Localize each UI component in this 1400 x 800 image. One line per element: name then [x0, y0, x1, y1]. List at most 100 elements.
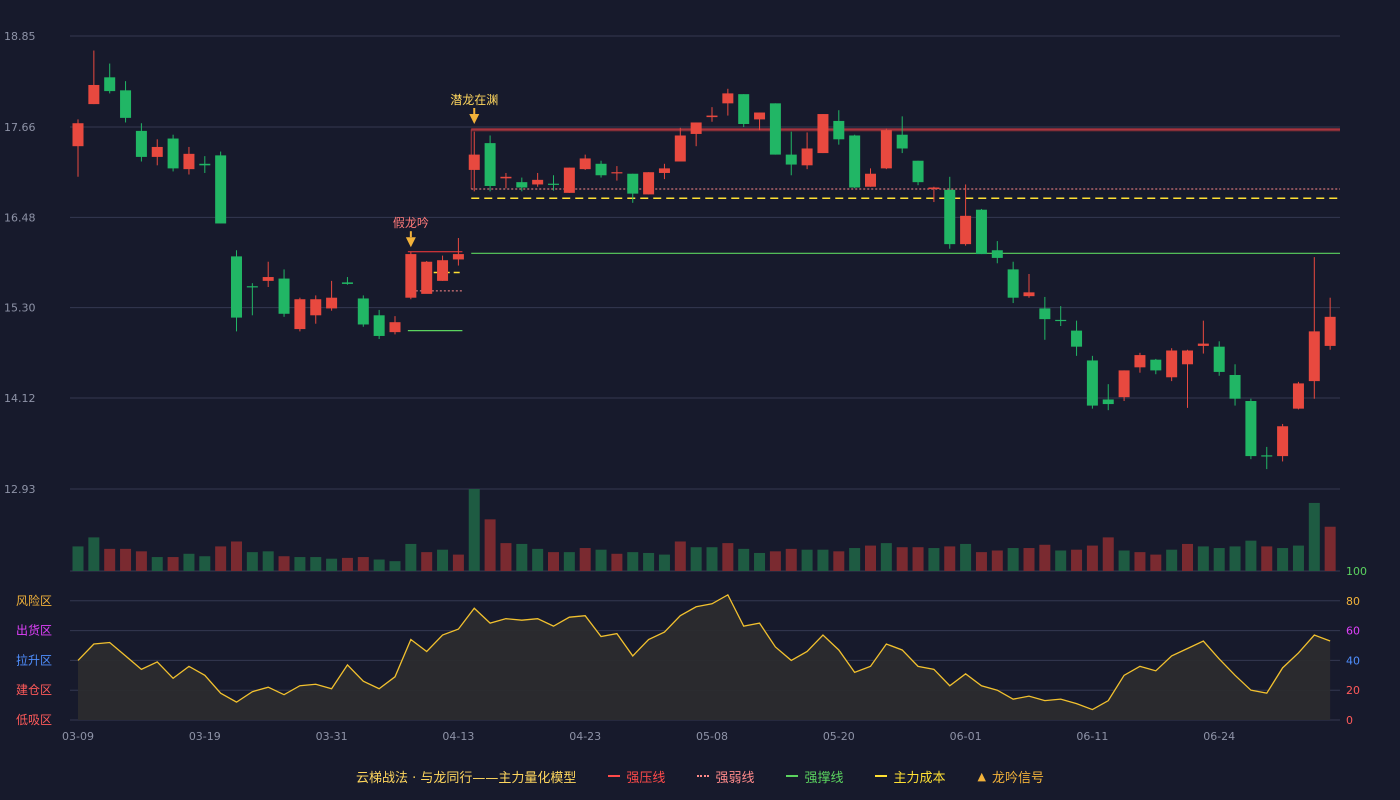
volume-bar [880, 543, 892, 571]
candle-body [500, 176, 512, 179]
volume-bar [754, 552, 766, 571]
volume-bar [627, 552, 639, 571]
volume-bar [865, 545, 876, 571]
candle-body [643, 172, 655, 195]
candle-body [1086, 360, 1098, 406]
candle-body [1261, 455, 1273, 457]
volume-bar [912, 547, 924, 571]
volume-bar [563, 552, 575, 571]
volume-bar [357, 557, 369, 571]
strong-pressure-swatch [608, 775, 621, 777]
volume-bar [1292, 545, 1304, 571]
candle-body [674, 135, 686, 162]
volume-bar [690, 547, 702, 571]
y-tick-label: 16.48 [4, 211, 36, 224]
volume-bar [500, 543, 512, 571]
candle-body [357, 298, 369, 325]
volume-bar [1118, 550, 1130, 571]
candle-body [563, 167, 575, 193]
volume-bar [262, 551, 274, 571]
volume-bar [611, 553, 623, 571]
weak-line-swatch [697, 775, 710, 777]
volume-bar [1277, 548, 1289, 571]
legend-label: 主力成本 [893, 770, 946, 786]
candle-body [991, 250, 1003, 258]
legend-label: 龙吟信号 [991, 770, 1044, 786]
y-tick-label: 15.30 [4, 302, 36, 315]
volume-bar [960, 543, 972, 571]
main-cost-swatch [875, 775, 888, 777]
zone-label: 低吸区 [16, 713, 52, 727]
candle-body [135, 130, 147, 157]
legend-label: 强压线 [626, 770, 666, 786]
volume-bar [643, 552, 655, 571]
x-tick-label: 06-01 [950, 730, 982, 743]
volume-bar [389, 561, 401, 571]
candle-body [1182, 350, 1193, 365]
zone-label: 拉升区 [16, 652, 52, 667]
volume-bar [231, 541, 242, 571]
candle-body [484, 143, 496, 186]
candle-body [1292, 383, 1304, 409]
volume-bar [944, 546, 956, 571]
candle-body [1118, 370, 1130, 398]
osc-tick-label: 20 [1346, 684, 1360, 697]
volume-bar [199, 556, 211, 571]
candle-body [1229, 374, 1241, 399]
volume-bar [896, 547, 908, 571]
volume-bar [120, 548, 132, 571]
volume-bar [1007, 548, 1019, 571]
volume-bar [167, 557, 179, 571]
volume-bar [1182, 543, 1193, 571]
osc-tick-label: 60 [1346, 625, 1360, 638]
candle-body [167, 138, 179, 169]
candle-body [1277, 426, 1289, 457]
volume-bar [1197, 546, 1209, 571]
volume-bar [1039, 544, 1051, 571]
volume-bar [1134, 552, 1146, 571]
candle-body [183, 153, 195, 170]
candle-body [849, 135, 861, 188]
candle-body [294, 299, 306, 330]
x-tick-label: 04-23 [569, 730, 601, 743]
candle-body [1213, 346, 1225, 372]
candle-body [1007, 269, 1019, 298]
legend-label: 强弱线 [715, 770, 755, 786]
x-tick-label: 03-09 [62, 730, 94, 743]
candle-body [452, 254, 464, 260]
candle-body [611, 172, 623, 174]
volume-bar [1245, 540, 1257, 571]
volume-bar [706, 547, 718, 571]
volume-bar [1102, 537, 1114, 571]
candle-body [944, 189, 956, 245]
signal-label: 假龙吟 [393, 215, 429, 230]
volume-bar [833, 551, 845, 571]
candle-body [912, 160, 924, 183]
candle-body [817, 114, 829, 154]
zone-label: 风险区 [16, 593, 52, 608]
volume-bar [72, 546, 84, 571]
legend-label: 强撑线 [804, 770, 844, 786]
candle-body [326, 297, 338, 309]
candle-body [199, 163, 211, 166]
y-tick-label: 17.66 [4, 121, 36, 134]
volume-bar [341, 557, 353, 571]
zone-label: 建仓区 [16, 683, 52, 697]
volume-bar [658, 554, 670, 571]
candle-body [104, 77, 116, 92]
candle-body [754, 112, 766, 120]
candle-body [516, 182, 528, 188]
legend-item-main-cost: 主力成本 [875, 767, 945, 786]
candle-body [690, 122, 702, 134]
legend-item-strong-pressure: 强压线 [608, 767, 665, 786]
candle-body [215, 155, 227, 224]
volume-bar [326, 558, 338, 571]
candle-body [706, 115, 718, 118]
oscillator-line [77, 593, 1331, 711]
candle-body [960, 215, 972, 245]
volume-bar [468, 489, 480, 571]
volume-bar [1213, 548, 1225, 571]
candle-body [151, 146, 163, 157]
volume-bar [104, 548, 116, 571]
volume-bar [975, 552, 987, 571]
